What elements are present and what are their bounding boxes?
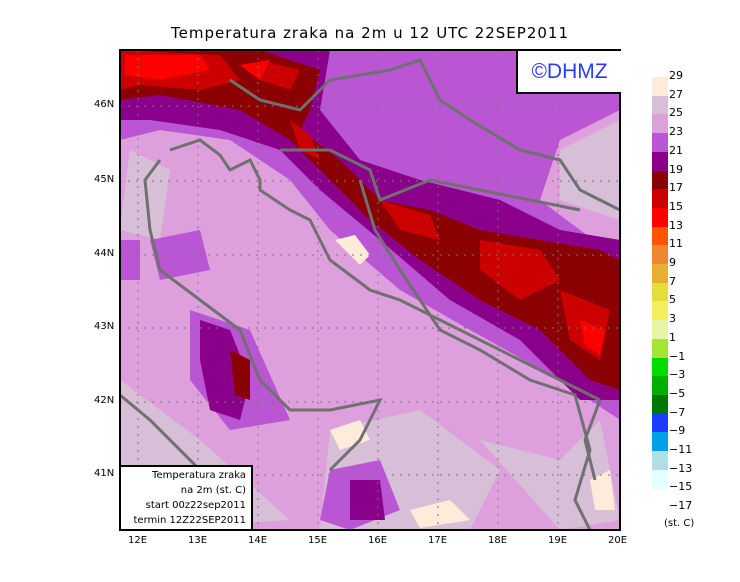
- lat-tick-label: 44N: [94, 248, 115, 259]
- lon-tick-label: 12E: [128, 535, 148, 546]
- legend-label: 3: [669, 312, 676, 326]
- legend-swatch: [652, 413, 668, 433]
- legend-swatch: [652, 189, 668, 209]
- legend-swatch: [652, 170, 668, 190]
- map-title: Temperatura zraka na 2m u 12 UTC 22SEP20…: [170, 24, 570, 42]
- dhmz-logo: ©DHMZ: [516, 51, 621, 94]
- legend-swatch: [652, 357, 668, 377]
- legend-label: −15: [669, 480, 693, 494]
- lat-tick-label: 41N: [94, 468, 115, 479]
- legend-label: −9: [669, 424, 686, 438]
- lon-tick-label: 17E: [428, 535, 448, 546]
- lon-tick-label: 15E: [308, 535, 328, 546]
- lat-tick-label: 46N: [94, 99, 115, 110]
- field-15-17: [120, 50, 610, 360]
- info-line: Temperatura zraka: [152, 470, 246, 481]
- legend-label: 13: [669, 218, 683, 232]
- legend-label: 29: [669, 69, 683, 82]
- legend-label: −17: [669, 499, 693, 513]
- info-line: termin 12Z22SEP2011: [133, 515, 247, 526]
- info-box: Temperatura zraka na 2m (st. C) start 00…: [121, 465, 253, 529]
- lon-tick-label: 19E: [548, 535, 568, 546]
- legend-unit: (st. C): [664, 518, 695, 529]
- lon-tick-label: 18E: [488, 535, 508, 546]
- legend-label: 23: [669, 125, 683, 139]
- legend-label: 15: [669, 199, 683, 213]
- legend-swatch: [652, 394, 668, 415]
- info-line: na 2m (st. C): [180, 485, 246, 496]
- lon-tick-label: 20E: [608, 535, 628, 546]
- lat-tick-label: 45N: [94, 174, 115, 185]
- legend-swatch: [652, 338, 668, 358]
- legend-label: 27: [669, 87, 683, 101]
- lat-tick-label: 43N: [94, 321, 115, 332]
- legend-swatch: [652, 451, 668, 471]
- legend-swatch: [652, 133, 668, 153]
- legend-label: −3: [669, 368, 686, 382]
- legend-label: −1: [669, 349, 686, 363]
- legend-swatch: [652, 320, 668, 340]
- legend-label: 9: [669, 256, 676, 269]
- lon-tick-label: 14E: [248, 535, 268, 546]
- legend-swatch: [652, 77, 668, 97]
- legend-swatch: [652, 95, 668, 115]
- legend-label: 19: [669, 162, 683, 176]
- legend-label: −5: [669, 386, 686, 400]
- legend-label: 21: [669, 143, 683, 157]
- legend-label: −11: [669, 443, 693, 456]
- lon-tick-label: 16E: [368, 535, 388, 546]
- legend-label: 17: [669, 181, 683, 195]
- legend-label: 25: [669, 106, 683, 120]
- legend-label: 11: [669, 237, 683, 251]
- legend-swatch: [652, 114, 668, 134]
- legend-swatch: [652, 376, 668, 396]
- legend-label: −13: [669, 461, 693, 475]
- legend-swatch: [652, 432, 668, 452]
- legend-swatch: [652, 469, 668, 489]
- legend-label: 1: [669, 330, 676, 344]
- legend-swatch: [652, 301, 668, 321]
- legend-swatch: [652, 245, 668, 265]
- info-line: start 00z22sep2011: [145, 500, 246, 511]
- legend-label: 7: [669, 274, 676, 288]
- legend-swatch: [652, 207, 668, 228]
- lat-tick-label: 42N: [94, 395, 115, 406]
- field-21-23: [120, 50, 620, 530]
- lon-tick-label: 13E: [188, 535, 208, 546]
- legend-label: −7: [669, 405, 686, 419]
- legend-label: 5: [669, 293, 676, 307]
- coastlines-and-borders: [120, 58, 620, 530]
- legend-swatch: [652, 282, 668, 302]
- grid-lines: [120, 50, 620, 530]
- map-frame: [119, 49, 621, 531]
- legend-swatch: [652, 151, 668, 171]
- legend-swatch: [652, 264, 668, 284]
- legend-swatch: [652, 226, 668, 246]
